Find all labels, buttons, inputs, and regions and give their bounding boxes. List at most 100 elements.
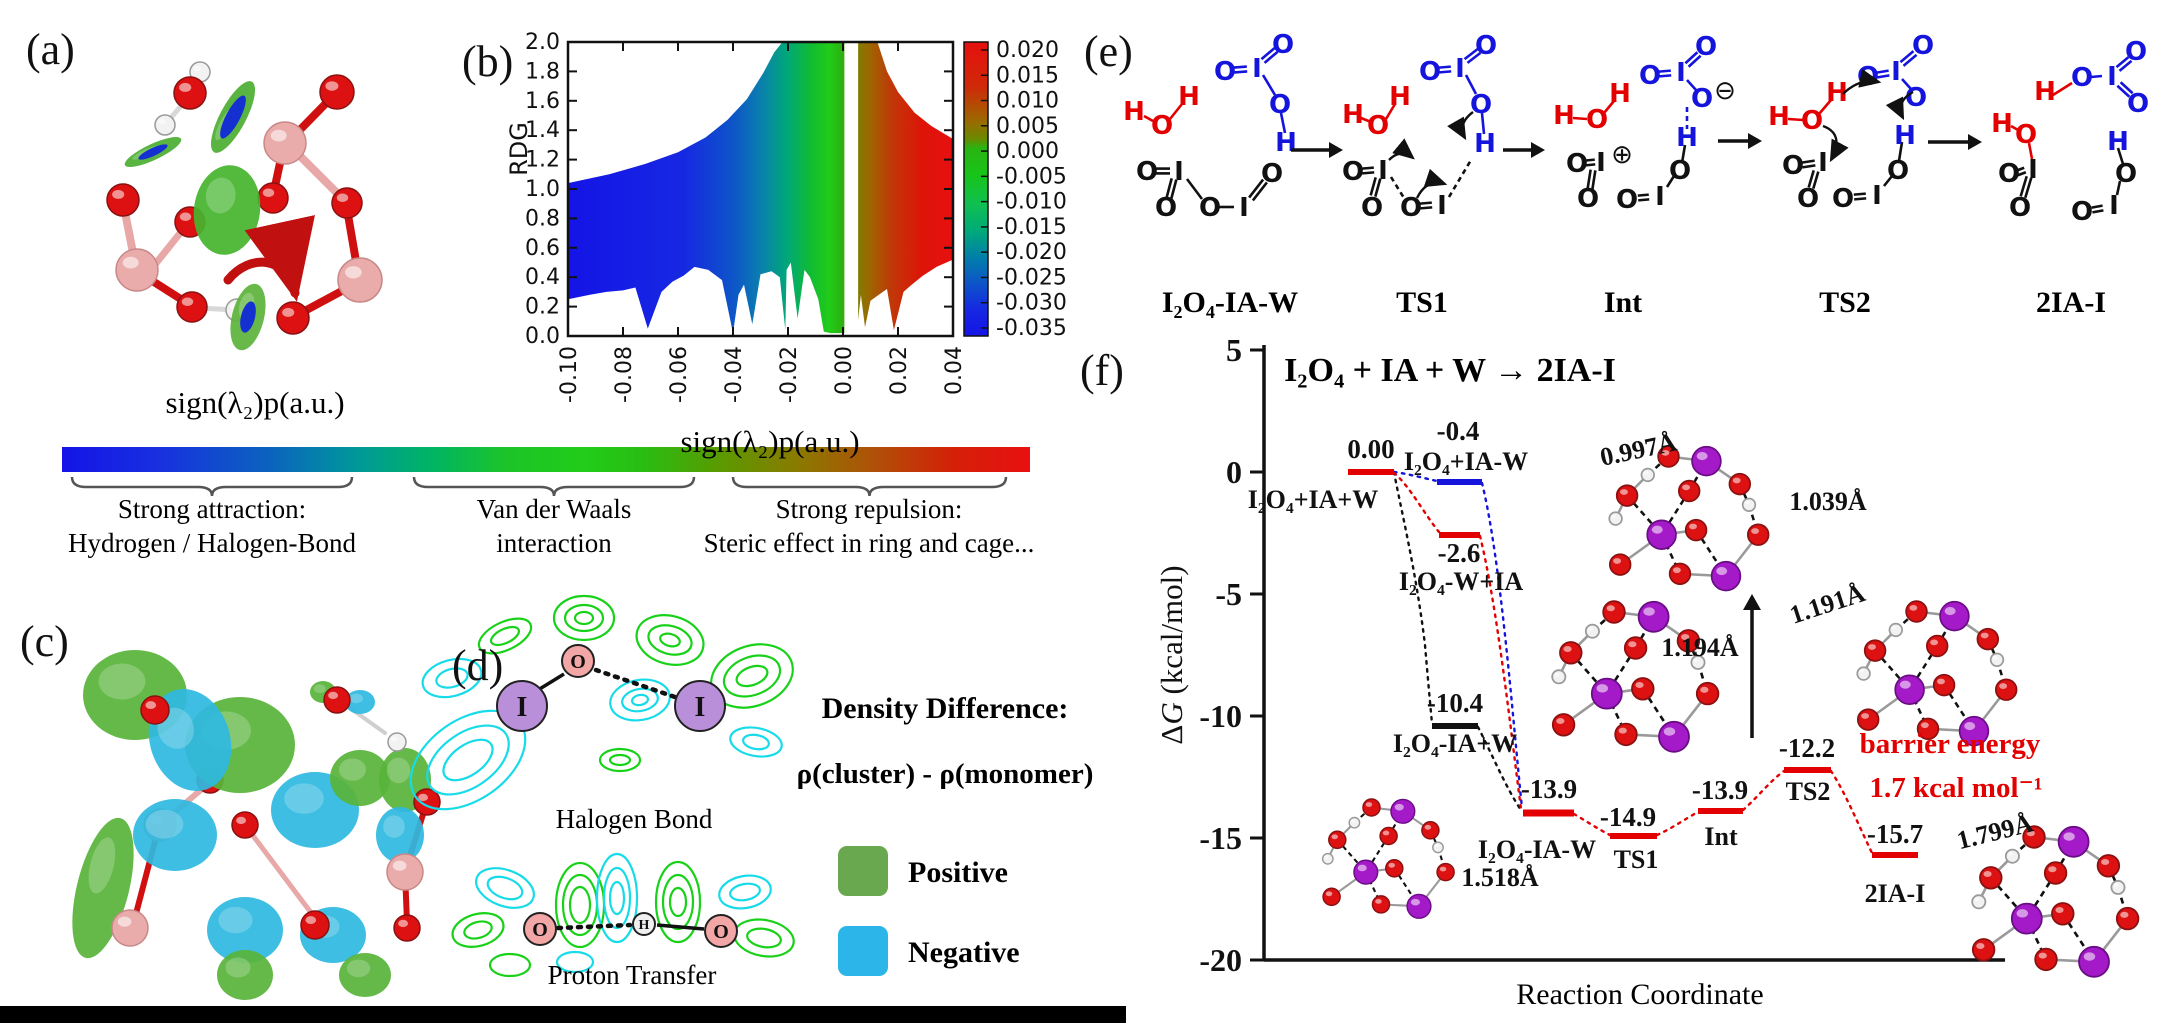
svg-text:ΔG (kcal/mol): ΔG (kcal/mol) <box>1154 565 1189 744</box>
svg-text:H: H <box>1389 82 1411 112</box>
legend-bar-label-vdw-2: interaction <box>496 528 612 558</box>
svg-text:TS1: TS1 <box>1614 845 1659 874</box>
svg-text:1.799Å: 1.799Å <box>1954 808 2036 855</box>
svg-text:1.0: 1.0 <box>525 177 560 202</box>
svg-text:O: O <box>1342 157 1364 187</box>
svg-text:I₂O₄+IA-W: I₂O₄+IA-W <box>1404 447 1528 476</box>
svg-text:O: O <box>1566 149 1588 179</box>
svg-text:-0.10: -0.10 <box>557 346 582 403</box>
svg-text:1.4: 1.4 <box>525 118 560 143</box>
panel-c-letter: (c) <box>20 617 69 666</box>
svg-text:0.015: 0.015 <box>996 63 1059 88</box>
svg-text:O: O <box>1586 105 1608 135</box>
svg-text:-14.9: -14.9 <box>1600 802 1656 832</box>
svg-text:O: O <box>1269 90 1291 120</box>
svg-text:H: H <box>639 918 650 933</box>
svg-text:0.6: 0.6 <box>525 236 560 261</box>
svg-text:O: O <box>1669 156 1691 186</box>
svg-text:I: I <box>1818 148 1828 178</box>
svg-text:O: O <box>570 651 586 673</box>
density-difference-title: Density Difference: <box>821 692 1069 725</box>
svg-text:-10.4: -10.4 <box>1427 688 1483 718</box>
structure-label-ts2: TS2 <box>1819 286 1871 319</box>
svg-text:O: O <box>1639 61 1661 91</box>
svg-text:O: O <box>1155 193 1177 223</box>
structure-label-ts1: TS1 <box>1396 286 1448 319</box>
svg-text:-0.08: -0.08 <box>612 346 637 403</box>
panel-e-letter: (e) <box>1084 27 1133 76</box>
svg-text:0.020: 0.020 <box>996 38 1059 63</box>
svg-text:O: O <box>1272 30 1294 60</box>
svg-text:-0.4: -0.4 <box>1437 416 1480 446</box>
svg-text:RDG: RDG <box>505 122 533 176</box>
svg-text:2.0: 2.0 <box>525 30 560 55</box>
svg-text:H: H <box>1342 100 1364 130</box>
svg-text:O: O <box>2115 159 2137 189</box>
svg-text:-15.7: -15.7 <box>1867 819 1923 849</box>
svg-text:-0.010: -0.010 <box>996 190 1067 215</box>
svg-text:-12.2: -12.2 <box>1779 733 1835 763</box>
structure-label-int: Int <box>1603 286 1643 319</box>
svg-text:O: O <box>532 919 548 941</box>
svg-text:TS2: TS2 <box>1786 777 1831 806</box>
svg-text:O: O <box>1577 184 1599 214</box>
svg-text:-0.020: -0.020 <box>996 240 1067 265</box>
svg-text:H: H <box>1123 97 1145 127</box>
svg-text:O: O <box>1912 31 1934 61</box>
svg-text:0.010: 0.010 <box>996 89 1059 114</box>
positive-label: Positive <box>908 856 1008 889</box>
legend-bar-label-repulsion-2: Steric effect in ring and cage... <box>703 528 1035 558</box>
panel-b-letter: (b) <box>462 37 514 86</box>
svg-text:I₂O₄-IA+W: I₂O₄-IA+W <box>1393 729 1517 758</box>
svg-text:H: H <box>1553 101 1575 131</box>
svg-text:0.8: 0.8 <box>525 206 560 231</box>
svg-text:O: O <box>1151 111 1173 141</box>
svg-text:0.00: 0.00 <box>832 346 857 395</box>
halogen-bond-caption: Halogen Bond <box>555 804 713 834</box>
svg-text:O: O <box>1400 193 1422 223</box>
svg-text:I: I <box>1891 57 1901 87</box>
svg-text:H: H <box>1178 82 1200 112</box>
svg-text:O: O <box>1261 159 1283 189</box>
svg-text:I: I <box>1872 181 1882 211</box>
svg-text:I₂O₄-W+IA: I₂O₄-W+IA <box>1399 567 1524 596</box>
barrier-energy-label-1: barrier energy <box>1859 728 2041 760</box>
reaction-coordinate-label: Reaction Coordinate <box>1516 978 1764 1011</box>
svg-text:H: H <box>1991 109 2013 139</box>
legend-bar-label-attraction-1: Strong attraction: <box>117 494 307 524</box>
svg-text:I: I <box>1676 58 1686 88</box>
svg-text:O: O <box>2009 193 2031 223</box>
svg-text:I: I <box>1174 157 1184 187</box>
barrier-energy-label-2: 1.7 kcal mol⁻¹ <box>1869 772 2043 804</box>
svg-text:0.0: 0.0 <box>525 324 560 349</box>
legend-bar-label-attraction-2: Hydrogen / Halogen-Bond <box>68 528 356 558</box>
svg-text:I₂O₄-IA-W: I₂O₄-IA-W <box>1478 835 1596 864</box>
svg-text:⊕: ⊕ <box>1611 140 1633 170</box>
svg-text:-0.035: -0.035 <box>996 316 1067 341</box>
svg-text:O: O <box>713 921 729 943</box>
panel-a-axis-label: sign(λ₂)p(a.u.) <box>165 385 345 420</box>
svg-text:O: O <box>2071 63 2093 93</box>
panel-a-letter: (a) <box>26 25 75 74</box>
svg-text:H: H <box>1676 123 1698 153</box>
negative-label: Negative <box>908 936 1020 969</box>
svg-text:O: O <box>1199 193 1221 223</box>
panel-d-letter: (d) <box>452 641 504 690</box>
svg-text:I: I <box>695 692 706 723</box>
svg-text:O: O <box>2071 197 2093 227</box>
svg-text:5: 5 <box>1226 332 1242 368</box>
svg-text:1.2: 1.2 <box>525 148 560 173</box>
svg-text:0.4: 0.4 <box>525 265 560 290</box>
svg-text:Int: Int <box>1704 822 1738 851</box>
svg-text:O: O <box>1782 151 1804 181</box>
svg-text:0.2: 0.2 <box>525 295 560 320</box>
svg-text:O: O <box>1998 159 2020 189</box>
structure-label-2ia-i: 2IA-I <box>2035 286 2106 319</box>
svg-text:O: O <box>1797 184 1819 214</box>
svg-text:O: O <box>1887 156 1909 186</box>
svg-text:I₂O₄+IA+W: I₂O₄+IA+W <box>1248 485 1378 514</box>
svg-text:2IA-I: 2IA-I <box>1865 879 1926 908</box>
svg-text:H: H <box>1826 78 1848 108</box>
